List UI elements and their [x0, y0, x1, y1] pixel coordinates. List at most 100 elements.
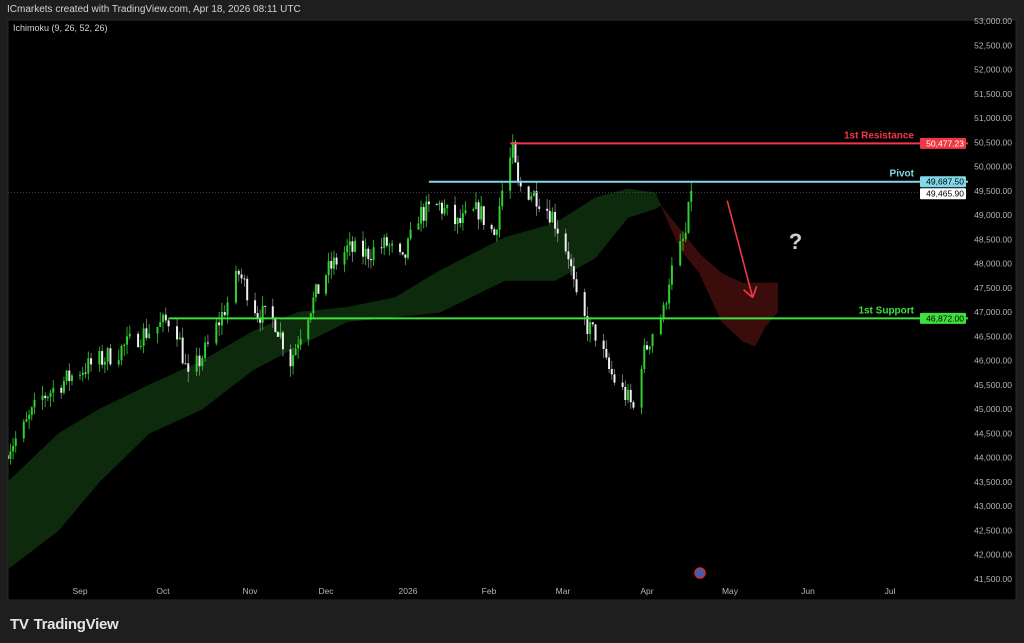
- candle-body: [464, 210, 467, 214]
- candle: [632, 400, 635, 410]
- candle: [49, 389, 52, 407]
- candle: [435, 203, 438, 206]
- candle: [608, 352, 611, 374]
- candle: [70, 373, 73, 386]
- candle-body: [256, 313, 259, 318]
- candle-body: [427, 201, 430, 205]
- question-mark: ?: [789, 229, 802, 254]
- candle-body: [30, 407, 33, 415]
- candle-body: [608, 357, 611, 369]
- candle-body: [643, 345, 646, 369]
- candle: [477, 199, 480, 230]
- candle: [176, 318, 179, 347]
- candle: [388, 243, 391, 256]
- candle-body: [610, 368, 613, 375]
- y-tick-label: 53,000.00: [974, 16, 1012, 26]
- candle: [87, 351, 90, 381]
- candle: [454, 196, 457, 232]
- candle: [126, 326, 129, 355]
- candle-body: [391, 243, 394, 246]
- candle-body: [440, 202, 443, 214]
- candle-body: [234, 270, 237, 303]
- pivot-label: Pivot: [890, 169, 915, 180]
- candle-body: [679, 241, 682, 266]
- candle: [474, 192, 477, 210]
- candle-body: [438, 202, 441, 205]
- candle: [259, 309, 262, 332]
- candle-body: [659, 319, 662, 335]
- x-tick-label: Feb: [482, 586, 497, 596]
- candle-body: [314, 284, 317, 298]
- candle-body: [259, 317, 262, 323]
- candle-body: [215, 322, 218, 344]
- candle: [62, 376, 65, 395]
- candle-body: [120, 345, 123, 361]
- candle: [532, 189, 535, 197]
- candle-body: [206, 342, 209, 344]
- candle: [312, 291, 315, 319]
- candle: [629, 383, 632, 409]
- candle-body: [343, 252, 346, 265]
- candle: [527, 185, 530, 201]
- candle: [215, 317, 218, 346]
- candle: [679, 233, 682, 267]
- candle-body: [456, 218, 459, 225]
- y-tick-label: 50,000.00: [974, 162, 1012, 172]
- candle-body: [8, 455, 9, 459]
- candle: [204, 336, 207, 362]
- candle-body: [454, 204, 457, 225]
- tradingview-brand[interactable]: TV TradingView: [10, 612, 119, 636]
- candle-body: [567, 251, 570, 260]
- candle: [594, 324, 597, 347]
- candle-body: [62, 381, 65, 393]
- candle: [184, 353, 187, 365]
- candle-body: [624, 386, 627, 400]
- candle: [65, 369, 68, 385]
- y-tick-label: 47,000.00: [974, 307, 1012, 317]
- candle-body: [271, 306, 274, 319]
- candle: [25, 411, 28, 423]
- candle: [162, 312, 164, 333]
- kumo-bullish: [655, 192, 662, 210]
- candle-body: [546, 208, 549, 211]
- candle: [271, 298, 274, 328]
- candle: [613, 369, 616, 386]
- candle-body: [289, 349, 292, 367]
- candle: [530, 192, 533, 202]
- x-tick-label: Jun: [801, 586, 815, 596]
- candle: [106, 347, 109, 371]
- candle-body: [109, 348, 112, 365]
- kumo-bearish: [742, 282, 756, 347]
- candle: [372, 239, 375, 266]
- candle: [480, 195, 483, 223]
- candle-body: [297, 344, 300, 349]
- us-flag-event-icon[interactable]: [694, 567, 706, 579]
- candle: [279, 322, 282, 339]
- candle: [681, 231, 684, 251]
- candle: [128, 325, 131, 340]
- pivot-price-tag-text: 49,687.50: [926, 177, 964, 187]
- y-tick-label: 52,000.00: [974, 65, 1012, 75]
- price-chart[interactable]: 1st Resistance Pivot 1st Support? Ichimoku …: [0, 0, 1024, 600]
- candle-body: [60, 387, 63, 393]
- chart-caption: ICmarkets created with TradingView.com, …: [7, 4, 301, 15]
- candle: [317, 284, 320, 294]
- candle-body: [490, 224, 493, 230]
- candle-body: [527, 186, 530, 200]
- candle-body: [309, 313, 312, 320]
- candle-body: [594, 324, 597, 341]
- candle: [297, 336, 300, 359]
- candle: [464, 201, 467, 216]
- y-tick-label: 51,500.00: [974, 89, 1012, 99]
- candle: [234, 265, 237, 305]
- candle-body: [519, 181, 522, 187]
- candle: [148, 324, 151, 340]
- candle-body: [279, 332, 282, 337]
- candle: [246, 275, 249, 307]
- plot-area: [7, 19, 1017, 600]
- y-tick-label: 46,500.00: [974, 331, 1012, 341]
- candle-body: [264, 305, 267, 307]
- candle-body: [46, 396, 49, 399]
- candle: [156, 326, 159, 344]
- brand-name: TradingView: [33, 615, 119, 633]
